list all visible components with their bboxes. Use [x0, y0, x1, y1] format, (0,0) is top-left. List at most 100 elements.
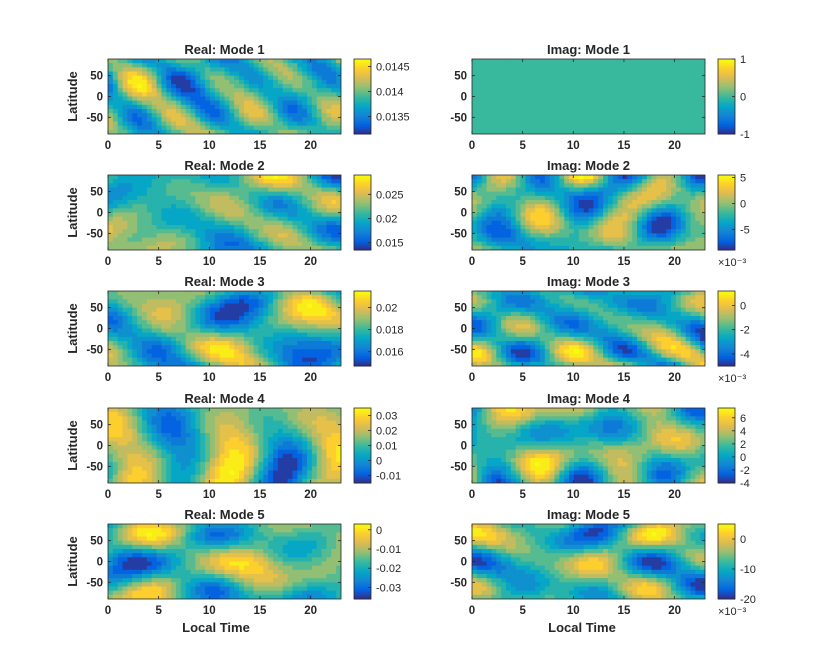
contour-cell — [239, 233, 245, 239]
contour-cell — [336, 311, 341, 317]
contour-cell — [185, 79, 192, 85]
contour-cell — [209, 357, 216, 363]
contour-cell — [180, 357, 187, 363]
contour-cell — [496, 200, 502, 205]
contour-cell — [161, 84, 167, 89]
contour-cell — [593, 233, 599, 239]
contour-cell — [700, 208, 705, 214]
contour-cell — [544, 71, 551, 77]
contour-cell — [539, 241, 546, 247]
contour-cell — [472, 195, 478, 201]
contour-cell — [326, 88, 332, 93]
contour-cell — [311, 303, 318, 309]
contour-cell — [161, 96, 167, 102]
contour-cell — [472, 100, 478, 106]
contour-cell — [666, 208, 672, 214]
contour-cell — [530, 109, 536, 114]
contour-cell — [607, 204, 614, 209]
contour-cell — [530, 200, 536, 205]
contour-cell — [180, 104, 187, 110]
contour-cell — [122, 191, 129, 197]
contour-cell — [530, 295, 536, 300]
contour-cell — [205, 63, 211, 68]
contour-cell — [200, 245, 206, 250]
contour-cell — [141, 357, 148, 363]
contour-cell — [486, 59, 493, 64]
contour-cell — [200, 229, 206, 234]
contour-cell — [646, 195, 653, 201]
contour-cell — [598, 212, 604, 218]
contour-cell — [171, 84, 177, 89]
contour-cell — [549, 88, 556, 93]
contour-cell — [627, 175, 633, 180]
contour-cell — [583, 67, 590, 73]
contour-cell — [549, 225, 556, 230]
contour-cell — [651, 100, 658, 106]
contour-cell — [593, 92, 599, 98]
contour-cell — [151, 345, 158, 350]
contour-cell — [612, 200, 619, 205]
contour-cell — [539, 183, 546, 189]
contour-cell — [496, 104, 502, 110]
contour-cell — [122, 67, 129, 73]
contour-cell — [637, 121, 643, 127]
x-tick-label: 5 — [155, 140, 162, 152]
contour-cell — [331, 175, 337, 180]
contour-cell — [185, 175, 192, 180]
contour-cell — [336, 357, 341, 363]
contour-cell — [641, 67, 648, 73]
contour-cell — [108, 328, 114, 334]
contour-cell — [137, 341, 143, 346]
contour-cell — [297, 216, 303, 222]
contour-cell — [141, 88, 148, 93]
contour-cell — [612, 291, 619, 296]
contour-cell — [486, 125, 493, 131]
contour-cell — [695, 96, 701, 102]
contour-cell — [166, 121, 172, 127]
contour-cell — [239, 71, 245, 77]
contour-cell — [666, 100, 672, 106]
contour-cell — [680, 200, 687, 205]
contour-cell — [612, 129, 619, 134]
contour-cell — [253, 233, 260, 239]
contour-cell — [496, 307, 502, 313]
contour-cell — [137, 237, 143, 243]
contour-cell — [622, 225, 628, 230]
contour-cell — [180, 92, 187, 98]
contour-cell — [569, 179, 575, 184]
contour-cell — [535, 204, 541, 209]
colorbar-swatch — [718, 186, 735, 189]
contour-cell — [690, 212, 696, 218]
contour-cell — [535, 237, 541, 243]
contour-cell — [268, 291, 274, 296]
contour-cell — [632, 175, 638, 180]
contour-cell — [569, 295, 575, 300]
contour-cell — [171, 63, 177, 68]
ylabel: Latitude — [65, 303, 80, 354]
contour-cell — [268, 324, 274, 330]
contour-cell — [146, 307, 153, 313]
contour-cell — [501, 204, 507, 209]
contour-cell — [253, 225, 260, 230]
colorbar-swatch — [354, 311, 371, 315]
contour-cell — [180, 121, 187, 127]
contour-cell — [200, 216, 206, 222]
contour-cell — [219, 96, 226, 102]
contour-cell — [544, 59, 551, 64]
contour-cell — [569, 96, 575, 102]
colorbar-swatch — [718, 70, 735, 73]
colorbar-swatch — [718, 214, 735, 217]
contour-cell — [491, 204, 497, 209]
colorbar-tick-label: 0.016 — [376, 347, 404, 359]
contour-cell — [554, 88, 560, 93]
contour-cell — [535, 195, 541, 201]
contour-cell — [117, 328, 124, 334]
contour-cell — [321, 241, 328, 247]
contour-cell — [569, 191, 575, 197]
contour-cell — [472, 96, 478, 102]
contour-cell — [695, 100, 701, 106]
contour-cell — [161, 195, 167, 201]
contour-cell — [248, 204, 255, 209]
contour-cell — [263, 204, 269, 209]
contour-cell — [195, 229, 201, 234]
